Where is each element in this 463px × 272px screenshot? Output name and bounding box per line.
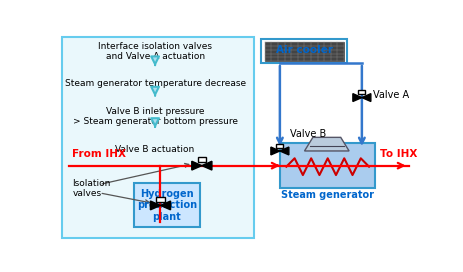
Polygon shape xyxy=(270,147,279,155)
Polygon shape xyxy=(361,94,370,101)
Text: From IHX: From IHX xyxy=(72,149,126,159)
Polygon shape xyxy=(191,161,201,170)
FancyBboxPatch shape xyxy=(133,183,200,227)
Text: Valve B inlet pressure
> Steam generator bottom pressure: Valve B inlet pressure > Steam generator… xyxy=(72,107,237,126)
FancyBboxPatch shape xyxy=(279,143,375,188)
Bar xyxy=(275,144,283,148)
Text: Interface isolation valves
and Valve A actuation: Interface isolation valves and Valve A a… xyxy=(98,42,212,61)
Bar xyxy=(156,197,164,202)
Text: Air cooler: Air cooler xyxy=(275,45,332,55)
Polygon shape xyxy=(201,161,212,170)
Text: Hydrogen
production
plant: Hydrogen production plant xyxy=(137,189,196,222)
Text: Valve B actuation: Valve B actuation xyxy=(115,145,194,154)
Polygon shape xyxy=(279,147,288,155)
Polygon shape xyxy=(352,94,361,101)
Text: Valve B: Valve B xyxy=(289,129,325,139)
Bar xyxy=(264,42,343,61)
FancyBboxPatch shape xyxy=(261,39,347,63)
Text: Steam generator: Steam generator xyxy=(281,190,373,200)
Polygon shape xyxy=(150,201,160,210)
Text: Steam generator temperature decrease: Steam generator temperature decrease xyxy=(64,79,245,88)
Text: Valve A: Valve A xyxy=(372,91,408,100)
Bar xyxy=(357,90,365,94)
FancyBboxPatch shape xyxy=(62,37,253,238)
Polygon shape xyxy=(304,137,348,151)
Text: Isolation
valves: Isolation valves xyxy=(72,179,111,198)
Bar xyxy=(197,157,206,162)
Polygon shape xyxy=(160,201,170,210)
Text: To IHX: To IHX xyxy=(379,149,416,159)
